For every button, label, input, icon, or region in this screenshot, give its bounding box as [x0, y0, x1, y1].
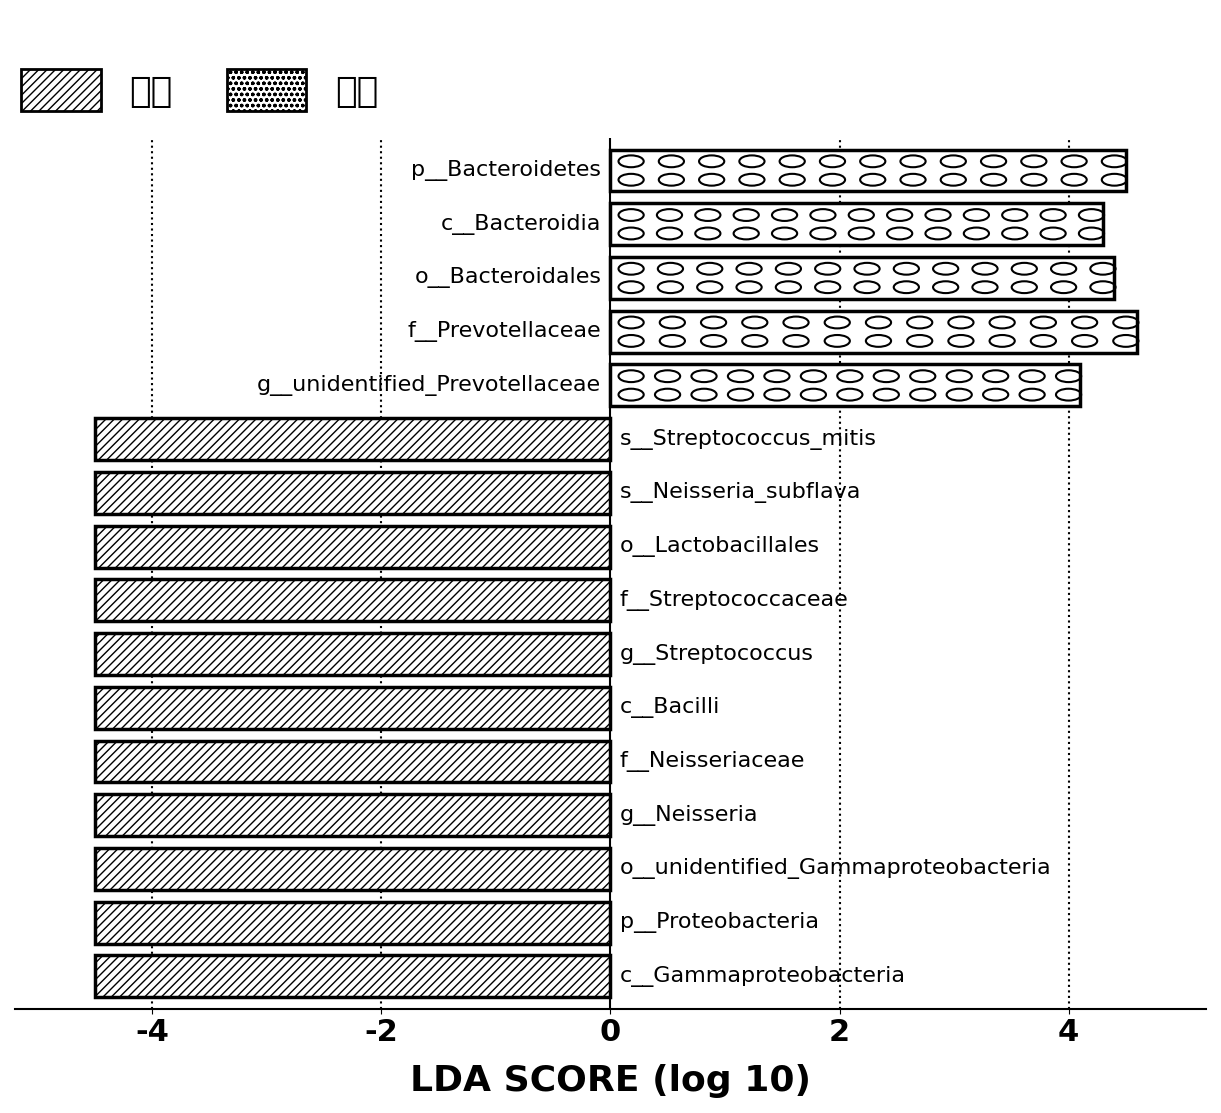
Text: g__unidentified_Prevotellaceae: g__unidentified_Prevotellaceae	[258, 375, 601, 396]
Text: o__unidentified_Gammaproteobacteria: o__unidentified_Gammaproteobacteria	[620, 858, 1051, 879]
Bar	[95, 472, 610, 514]
Bar	[610, 364, 1081, 406]
Text: c__Bacilli: c__Bacilli	[620, 697, 720, 718]
Text: s__Neisseria_subflava: s__Neisseria_subflava	[620, 482, 861, 503]
Bar	[95, 848, 610, 890]
Bar	[95, 902, 610, 944]
Bar	[610, 149, 1126, 191]
Text: p__Bacteroidetes: p__Bacteroidetes	[411, 160, 601, 181]
Bar	[610, 257, 1115, 299]
Text: p__Proteobacteria: p__Proteobacteria	[620, 913, 818, 933]
Bar	[95, 687, 610, 729]
Bar	[95, 418, 610, 460]
Bar	[610, 204, 1103, 245]
Bar	[95, 633, 610, 674]
Bar	[95, 740, 610, 782]
Text: g__Streptococcus: g__Streptococcus	[620, 643, 813, 664]
Text: o__Lactobacillales: o__Lactobacillales	[620, 536, 819, 558]
Text: c__Bacteroidia: c__Bacteroidia	[441, 214, 601, 235]
X-axis label: LDA SCORE (log 10): LDA SCORE (log 10)	[410, 1064, 811, 1099]
Text: o__Bacteroidales: o__Bacteroidales	[414, 267, 601, 288]
Bar	[95, 795, 610, 836]
Bar	[610, 311, 1137, 353]
Bar	[95, 955, 610, 997]
Text: f__Streptococcaceae: f__Streptococcaceae	[620, 590, 849, 611]
Legend: 对照, 待检: 对照, 待检	[21, 69, 379, 111]
Text: f__Prevotellaceae: f__Prevotellaceae	[408, 322, 601, 342]
Text: c__Gammaproteobacteria: c__Gammaproteobacteria	[620, 966, 906, 987]
Text: s__Streptococcus_mitis: s__Streptococcus_mitis	[620, 429, 877, 450]
Bar	[95, 525, 610, 568]
Bar	[95, 580, 610, 621]
Text: g__Neisseria: g__Neisseria	[620, 805, 758, 826]
Text: f__Neisseriaceae: f__Neisseriaceae	[620, 751, 805, 772]
